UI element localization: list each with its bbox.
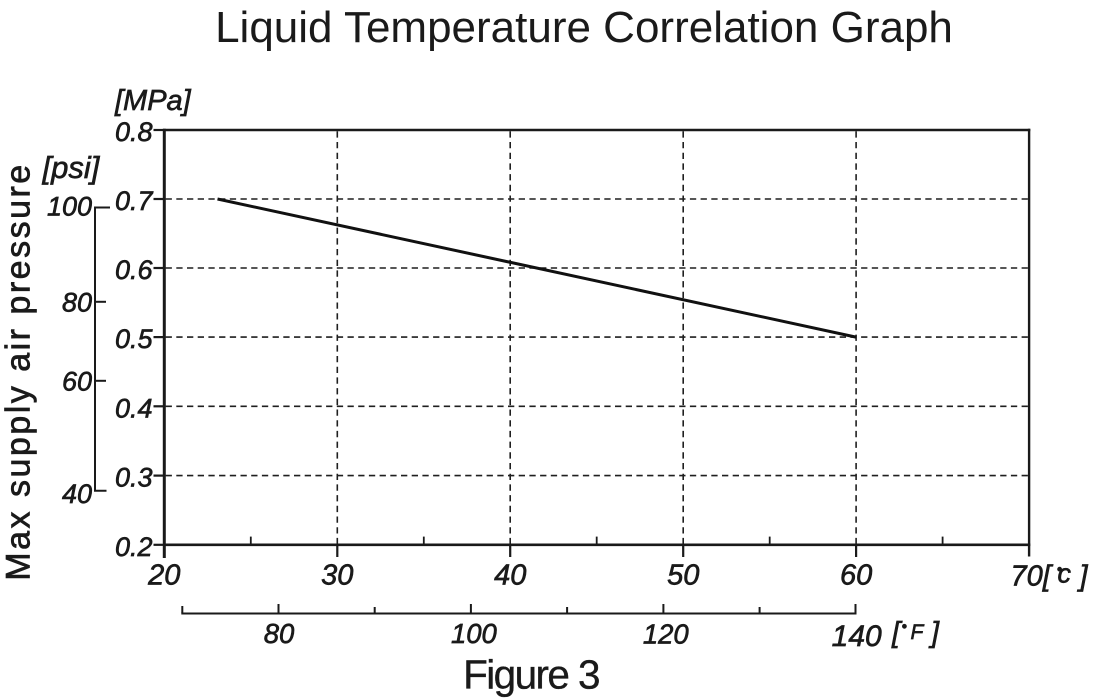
svg-text:[psi]: [psi]	[42, 150, 101, 185]
svg-text:40: 40	[62, 479, 92, 509]
svg-text:60: 60	[62, 367, 92, 397]
svg-text:]: ]	[928, 617, 940, 649]
svg-text:40: 40	[494, 560, 526, 592]
svg-text:120: 120	[643, 619, 690, 650]
svg-text:Max supply air pressure: Max supply air pressure	[0, 162, 37, 580]
svg-text:0.8: 0.8	[115, 117, 153, 147]
svg-text:]: ]	[1077, 561, 1089, 593]
svg-text:80: 80	[62, 288, 92, 318]
svg-text:100: 100	[451, 618, 498, 649]
svg-text:c: c	[1058, 559, 1072, 589]
svg-text:[: [	[891, 617, 903, 649]
svg-text:80: 80	[264, 618, 295, 649]
svg-text:0.6: 0.6	[115, 255, 154, 285]
svg-text:100: 100	[47, 192, 92, 222]
svg-text:140: 140	[832, 620, 882, 653]
svg-text:F: F	[911, 621, 925, 644]
svg-text:0.3: 0.3	[115, 463, 153, 493]
svg-text:Liquid Temperature Correlation: Liquid Temperature Correlation Graph	[215, 3, 953, 52]
svg-text:30: 30	[321, 560, 353, 592]
svg-text:0.7: 0.7	[115, 186, 154, 216]
svg-text:0.4: 0.4	[115, 393, 153, 423]
svg-text:[MPa]: [MPa]	[114, 85, 192, 117]
svg-text:0.5: 0.5	[115, 324, 154, 354]
svg-text:20: 20	[147, 560, 180, 592]
svg-text:Figure 3: Figure 3	[463, 652, 599, 698]
svg-text:0.2: 0.2	[115, 532, 153, 562]
svg-text:70[: 70[	[1011, 561, 1054, 593]
svg-text:50: 50	[667, 560, 699, 592]
svg-text:60: 60	[840, 560, 872, 592]
